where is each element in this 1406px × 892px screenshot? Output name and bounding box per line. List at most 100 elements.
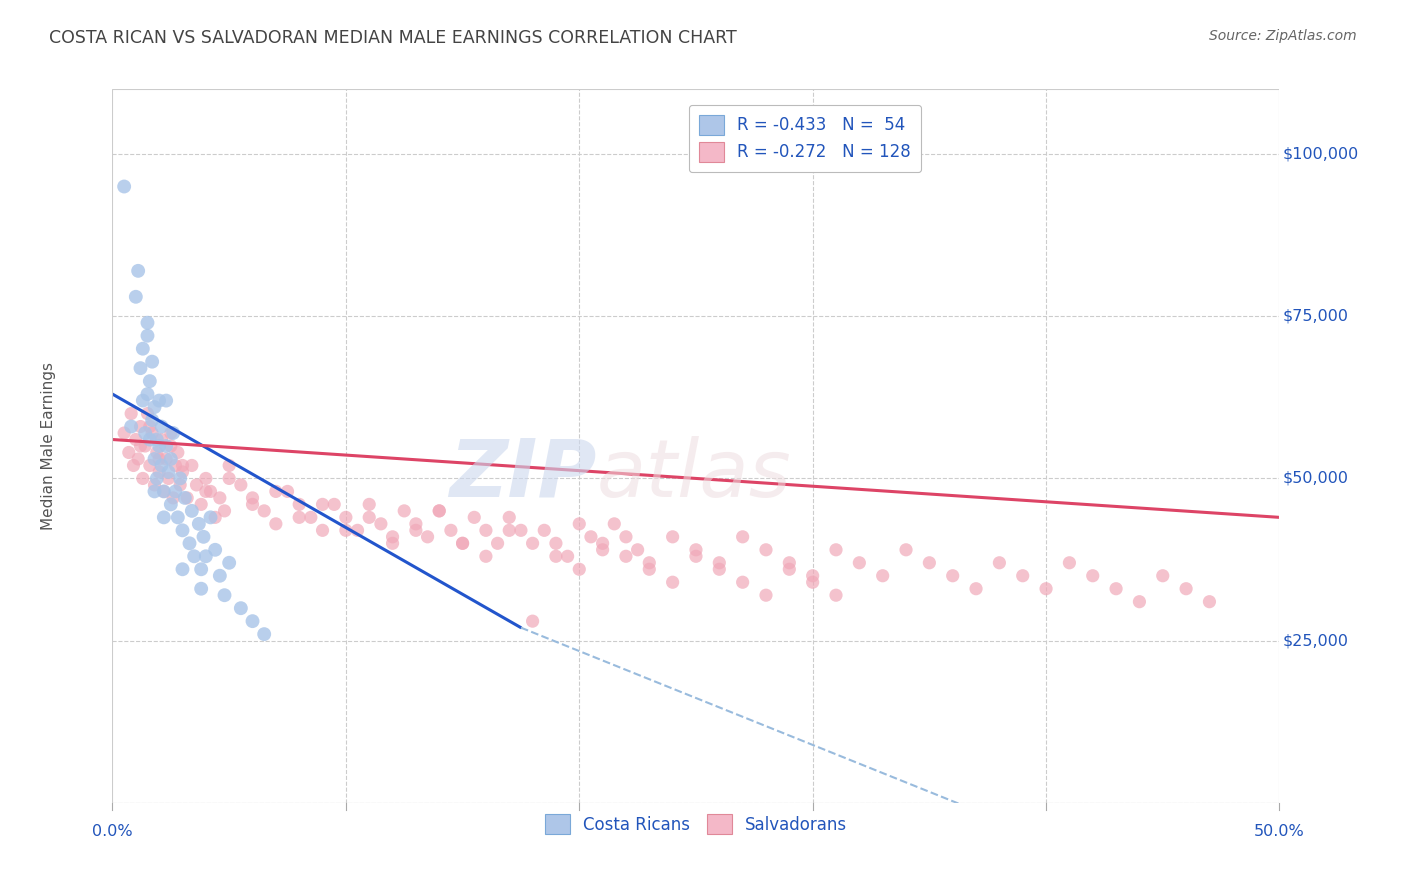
Point — [498, 524, 520, 538]
Point — [204, 542, 226, 557]
Point — [918, 556, 941, 570]
Text: $100,000: $100,000 — [1282, 146, 1360, 161]
Point — [661, 575, 683, 590]
Point — [614, 549, 637, 564]
Point — [405, 516, 427, 531]
Point — [141, 413, 163, 427]
Point — [172, 524, 194, 538]
Point — [208, 491, 231, 505]
Point — [160, 425, 183, 440]
Point — [381, 530, 404, 544]
Text: $25,000: $25,000 — [1282, 633, 1348, 648]
Point — [146, 471, 169, 485]
Point — [731, 575, 754, 590]
Point — [825, 542, 848, 557]
Point — [148, 439, 170, 453]
Point — [112, 179, 135, 194]
Point — [214, 588, 236, 602]
Point — [370, 516, 392, 531]
Point — [143, 478, 166, 492]
Point — [129, 439, 152, 453]
Text: Median Male Earnings: Median Male Earnings — [41, 362, 56, 530]
Point — [522, 614, 544, 628]
Point — [162, 425, 184, 440]
Point — [143, 484, 166, 499]
Point — [335, 510, 357, 524]
Point — [127, 264, 149, 278]
Point — [190, 562, 212, 576]
Point — [190, 497, 212, 511]
Point — [129, 419, 152, 434]
Point — [139, 374, 162, 388]
Point — [685, 549, 707, 564]
Point — [173, 491, 195, 505]
Point — [592, 542, 614, 557]
Point — [394, 504, 416, 518]
Point — [153, 484, 176, 499]
Point — [194, 471, 217, 485]
Point — [122, 458, 145, 473]
Point — [132, 393, 155, 408]
Point — [288, 497, 311, 511]
Point — [544, 536, 567, 550]
Point — [134, 439, 156, 453]
Point — [229, 478, 252, 492]
Point — [200, 484, 222, 499]
Point — [136, 316, 159, 330]
Point — [335, 524, 357, 538]
Point — [755, 588, 778, 602]
Point — [172, 465, 194, 479]
Point — [194, 484, 217, 499]
Point — [778, 562, 800, 576]
Point — [157, 471, 180, 485]
Point — [150, 433, 173, 447]
Text: atlas: atlas — [596, 435, 792, 514]
Point — [162, 491, 184, 505]
Point — [801, 575, 824, 590]
Point — [160, 497, 183, 511]
Point — [288, 510, 311, 524]
Point — [894, 542, 917, 557]
Point — [166, 510, 188, 524]
Point — [172, 562, 194, 576]
Point — [155, 452, 177, 467]
Point — [557, 549, 579, 564]
Point — [129, 361, 152, 376]
Point — [1059, 556, 1081, 570]
Point — [218, 471, 240, 485]
Point — [148, 452, 170, 467]
Point — [193, 530, 215, 544]
Text: $50,000: $50,000 — [1282, 471, 1348, 486]
Point — [638, 556, 661, 570]
Point — [190, 582, 212, 596]
Point — [136, 387, 159, 401]
Point — [172, 458, 194, 473]
Point — [179, 536, 201, 550]
Point — [381, 536, 404, 550]
Point — [416, 530, 439, 544]
Text: 50.0%: 50.0% — [1254, 824, 1305, 839]
Point — [169, 478, 191, 492]
Point — [522, 536, 544, 550]
Point — [218, 556, 240, 570]
Text: 0.0%: 0.0% — [93, 824, 132, 839]
Point — [136, 328, 159, 343]
Point — [146, 433, 169, 447]
Point — [229, 601, 252, 615]
Point — [153, 510, 176, 524]
Point — [200, 510, 222, 524]
Point — [120, 407, 142, 421]
Point — [118, 445, 141, 459]
Point — [112, 425, 135, 440]
Point — [778, 556, 800, 570]
Point — [214, 504, 236, 518]
Point — [120, 419, 142, 434]
Point — [533, 524, 555, 538]
Point — [139, 433, 162, 447]
Point — [463, 510, 485, 524]
Text: Source: ZipAtlas.com: Source: ZipAtlas.com — [1209, 29, 1357, 43]
Point — [165, 458, 187, 473]
Point — [139, 458, 162, 473]
Point — [1152, 568, 1174, 582]
Point — [180, 504, 202, 518]
